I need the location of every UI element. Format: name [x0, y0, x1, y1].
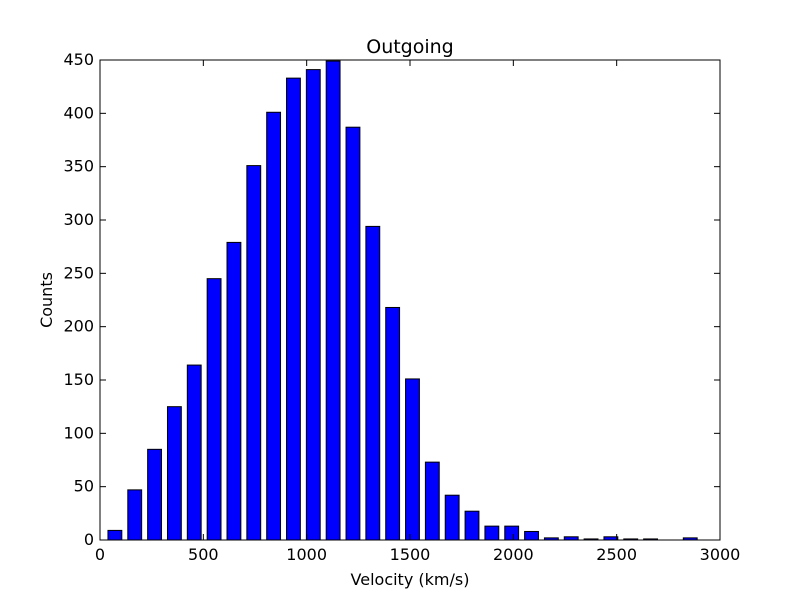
- plot-frame: [99, 59, 721, 541]
- histogram-bar: [246, 165, 262, 541]
- y-tick-label: 250: [63, 263, 94, 282]
- x-tick-label: 500: [188, 545, 219, 564]
- y-axis-label: Counts: [37, 272, 56, 328]
- histogram-bar: [286, 77, 301, 541]
- histogram-bar: [464, 510, 480, 541]
- y-tick-label: 450: [63, 50, 94, 69]
- bars-layer: [107, 60, 698, 541]
- y-tick-label: 300: [63, 210, 94, 229]
- x-tick-label: 2000: [493, 545, 534, 564]
- histogram-bar: [186, 364, 202, 541]
- histogram-bar: [524, 530, 539, 541]
- histogram-bar: [365, 225, 381, 541]
- y-tick-label: 200: [63, 317, 94, 336]
- y-tick-label: 100: [63, 423, 94, 442]
- histogram-bar: [345, 126, 361, 541]
- histogram-bar: [424, 461, 440, 541]
- x-tick-label: 1500: [390, 545, 431, 564]
- histogram-bar: [206, 278, 222, 541]
- histogram-bar: [405, 378, 420, 541]
- chart-title: Outgoing: [366, 36, 454, 58]
- ticks-layer: 0 500 1000 1500 2000 2500 3000 0 50 100 150 200 250 3…: [63, 50, 740, 564]
- x-tick-label: 0: [95, 545, 105, 564]
- histogram-bar: [107, 529, 123, 541]
- y-tick-label: 150: [63, 370, 94, 389]
- histogram-bar: [385, 306, 401, 541]
- y-tick-label: 400: [63, 103, 94, 122]
- histogram-bar: [504, 525, 520, 541]
- y-tick-label: 350: [63, 157, 94, 176]
- histogram-bar: [305, 69, 321, 541]
- y-tick-label: 0: [84, 530, 94, 549]
- x-tick-label: 2500: [596, 545, 637, 564]
- histogram-bar: [127, 489, 143, 541]
- histogram-bar: [226, 241, 242, 541]
- histogram-bar: [266, 111, 282, 541]
- x-tick-label: 1000: [286, 545, 327, 564]
- x-axis-label: Velocity (km/s): [351, 570, 470, 589]
- histogram-bar: [325, 60, 341, 541]
- y-tick-label: 50: [74, 477, 94, 496]
- histogram-bar: [166, 406, 182, 541]
- x-tick-label: 3000: [700, 545, 741, 564]
- histogram-bar: [484, 525, 500, 541]
- histogram-bar: [147, 448, 162, 541]
- histogram-bar: [444, 494, 460, 541]
